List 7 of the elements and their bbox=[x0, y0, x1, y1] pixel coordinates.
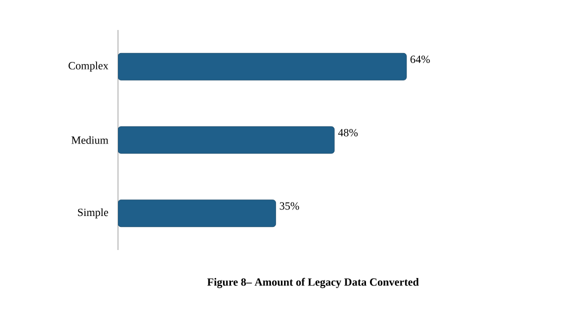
text: Figure 8– Amount of Legacy Data Converted bbox=[207, 278, 419, 288]
y-tick-label: Complex bbox=[68, 62, 108, 72]
y-tick-label: Medium bbox=[72, 136, 108, 144]
data-label: 35% bbox=[280, 202, 300, 210]
data-label: 64% bbox=[410, 56, 430, 64]
data-label: 48% bbox=[338, 128, 358, 136]
y-tick-label: Simple bbox=[78, 208, 108, 218]
